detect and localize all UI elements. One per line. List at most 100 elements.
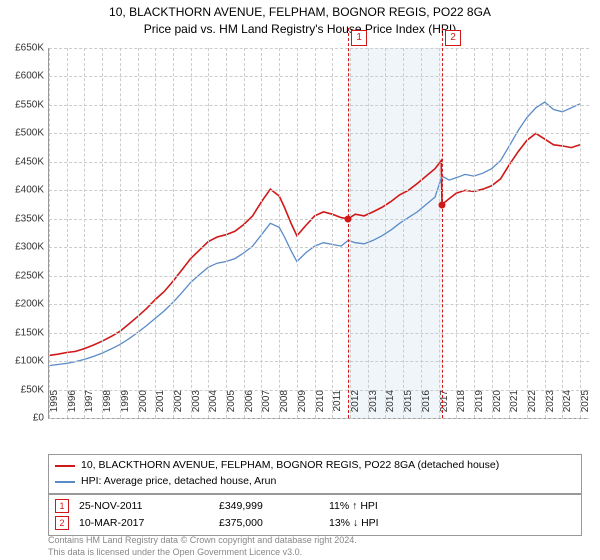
- sale-marker-line: [348, 28, 349, 418]
- gridline-v: [350, 48, 351, 418]
- x-axis-label: 1997: [84, 390, 95, 420]
- x-axis-label: 2000: [138, 390, 149, 420]
- gridline-v: [138, 48, 139, 418]
- x-axis-label: 2014: [385, 390, 396, 420]
- x-axis-label: 2013: [368, 390, 379, 420]
- x-axis-label: 1998: [102, 390, 113, 420]
- gridline-v: [226, 48, 227, 418]
- y-axis-label: £550K: [0, 99, 44, 110]
- gridline-v: [84, 48, 85, 418]
- x-axis-label: 2015: [403, 390, 414, 420]
- x-axis-label: 2002: [173, 390, 184, 420]
- x-axis-label: 2003: [191, 390, 202, 420]
- x-axis-label: 2010: [315, 390, 326, 420]
- x-axis-label: 2022: [527, 390, 538, 420]
- sales-row-2: 2 10-MAR-2017 £375,000 13% ↓ HPI: [55, 515, 575, 532]
- gridline-v: [208, 48, 209, 418]
- sales-pct-2: 13% ↓ HPI: [329, 515, 429, 532]
- y-axis-label: £450K: [0, 156, 44, 167]
- gridline-v: [191, 48, 192, 418]
- sale-point-dot: [345, 215, 352, 222]
- gridline-v: [102, 48, 103, 418]
- line-series-svg: [49, 48, 589, 418]
- sales-date-2: 10-MAR-2017: [79, 515, 209, 532]
- legend-label-property: 10, BLACKTHORN AVENUE, FELPHAM, BOGNOR R…: [81, 458, 499, 474]
- gridline-h: [49, 361, 589, 362]
- y-axis-label: £650K: [0, 43, 44, 54]
- y-axis-label: £300K: [0, 242, 44, 253]
- chart-plot-area: £0£50K£100K£150K£200K£250K£300K£350K£400…: [48, 48, 589, 419]
- title-block: 10, BLACKTHORN AVENUE, FELPHAM, BOGNOR R…: [0, 0, 600, 38]
- y-axis-label: £200K: [0, 299, 44, 310]
- gridline-h: [49, 304, 589, 305]
- gridline-v: [580, 48, 581, 418]
- y-axis-label: £50K: [0, 384, 44, 395]
- gridline-h: [49, 76, 589, 77]
- x-axis-label: 2018: [456, 390, 467, 420]
- title-line-1: 10, BLACKTHORN AVENUE, FELPHAM, BOGNOR R…: [0, 4, 600, 21]
- sale-marker-box: 2: [445, 30, 461, 46]
- footer-line-2: This data is licensed under the Open Gov…: [48, 547, 357, 559]
- y-axis-label: £100K: [0, 356, 44, 367]
- sales-marker-1: 1: [55, 499, 69, 513]
- gridline-v: [474, 48, 475, 418]
- legend-swatch-hpi: [55, 481, 75, 483]
- x-axis-label: 1999: [120, 390, 131, 420]
- gridline-h: [49, 190, 589, 191]
- gridline-v: [492, 48, 493, 418]
- gridline-v: [244, 48, 245, 418]
- gridline-v: [509, 48, 510, 418]
- legend: 10, BLACKTHORN AVENUE, FELPHAM, BOGNOR R…: [48, 454, 582, 494]
- gridline-v: [297, 48, 298, 418]
- x-axis-label: 2017: [439, 390, 450, 420]
- x-axis-label: 2021: [509, 390, 520, 420]
- legend-swatch-property: [55, 465, 75, 467]
- sales-price-1: £349,999: [219, 498, 319, 515]
- gridline-v: [527, 48, 528, 418]
- x-axis-label: 2001: [155, 390, 166, 420]
- x-axis-label: 2011: [332, 390, 343, 420]
- gridline-v: [456, 48, 457, 418]
- x-axis-label: 2007: [261, 390, 272, 420]
- gridline-v: [403, 48, 404, 418]
- gridline-h: [49, 48, 589, 49]
- y-axis-label: £400K: [0, 185, 44, 196]
- sales-pct-1: 11% ↑ HPI: [329, 498, 429, 515]
- x-axis-label: 2016: [421, 390, 432, 420]
- y-axis-label: £0: [0, 413, 44, 424]
- gridline-h: [49, 219, 589, 220]
- footer-attribution: Contains HM Land Registry data © Crown c…: [48, 535, 357, 558]
- chart-container: 10, BLACKTHORN AVENUE, FELPHAM, BOGNOR R…: [0, 0, 600, 560]
- x-axis-label: 2004: [208, 390, 219, 420]
- title-line-2: Price paid vs. HM Land Registry's House …: [0, 21, 600, 38]
- y-axis-label: £600K: [0, 71, 44, 82]
- gridline-v: [439, 48, 440, 418]
- y-axis-label: £500K: [0, 128, 44, 139]
- sales-price-2: £375,000: [219, 515, 319, 532]
- x-axis-label: 2020: [492, 390, 503, 420]
- x-axis-label: 2008: [279, 390, 290, 420]
- gridline-h: [49, 105, 589, 106]
- gridline-v: [173, 48, 174, 418]
- sales-row-1: 1 25-NOV-2011 £349,999 11% ↑ HPI: [55, 498, 575, 515]
- gridline-v: [545, 48, 546, 418]
- sales-table: 1 25-NOV-2011 £349,999 11% ↑ HPI 2 10-MA…: [48, 494, 582, 536]
- gridline-v: [368, 48, 369, 418]
- gridline-v: [279, 48, 280, 418]
- footer-line-1: Contains HM Land Registry data © Crown c…: [48, 535, 357, 547]
- gridline-v: [120, 48, 121, 418]
- y-axis-label: £250K: [0, 270, 44, 281]
- gridline-h: [49, 247, 589, 248]
- x-axis-label: 2012: [350, 390, 361, 420]
- gridline-h: [49, 333, 589, 334]
- gridline-h: [49, 276, 589, 277]
- x-axis-label: 2019: [474, 390, 485, 420]
- sales-marker-2: 2: [55, 516, 69, 530]
- gridline-h: [49, 133, 589, 134]
- y-axis-label: £350K: [0, 213, 44, 224]
- gridline-v: [562, 48, 563, 418]
- gridline-v: [315, 48, 316, 418]
- y-axis-label: £150K: [0, 327, 44, 338]
- sale-marker-line: [442, 28, 443, 418]
- gridline-v: [421, 48, 422, 418]
